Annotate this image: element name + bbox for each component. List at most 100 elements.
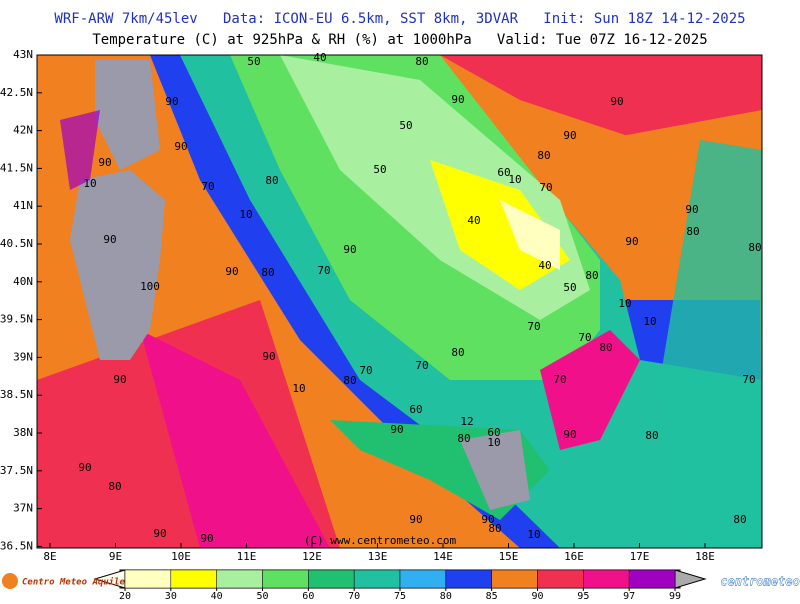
colorbar-segment: [445, 569, 492, 589]
lon-label: 9E: [109, 550, 122, 563]
contour-label: 80: [265, 174, 278, 187]
contour-label: 90: [451, 93, 464, 106]
colorbar-label: 97: [623, 591, 635, 600]
colorbar-label: 70: [348, 591, 360, 600]
lon-label: 17E: [630, 550, 650, 563]
contour-label: 80: [261, 266, 274, 279]
colorbar-segment: [216, 569, 263, 589]
contour-label: 60: [487, 426, 500, 439]
lon-label: 12E: [302, 550, 322, 563]
colorbar-segment: [262, 569, 309, 589]
contour-label: 100: [140, 280, 160, 293]
lat-label: 41.5N: [0, 161, 33, 174]
contour-label: 80: [488, 522, 501, 535]
contour-label: 80: [686, 225, 699, 238]
lon-label: 18E: [695, 550, 715, 563]
contour-label: 70: [742, 373, 755, 386]
map-frame: [36, 54, 763, 549]
contour-label: 50: [399, 119, 412, 132]
contour-label: 10: [643, 315, 656, 328]
contour-label: 80: [585, 269, 598, 282]
contour-label: 10: [239, 208, 252, 221]
contour-label: 40: [467, 214, 480, 227]
contour-label: 80: [599, 341, 612, 354]
contour-label: 90: [78, 461, 91, 474]
colorbar-segment: [170, 569, 217, 589]
contour-label: 90: [225, 265, 238, 278]
lon-label: 8E: [43, 550, 56, 563]
colorbar-segment: [399, 569, 447, 589]
lat-label: 38N: [13, 426, 33, 439]
contour-label: 90: [409, 513, 422, 526]
contour-label: 80: [343, 374, 356, 387]
contour-label: 90: [165, 95, 178, 108]
colorbar-label: 95: [577, 591, 589, 600]
contour-label: 70: [317, 264, 330, 277]
contour-label: 60: [409, 403, 422, 416]
colorbar-label: 20: [119, 591, 131, 600]
contour-label: 10: [83, 177, 96, 190]
colorbar-label: 40: [211, 591, 223, 600]
contour-label: 80: [645, 429, 658, 442]
colorbar-segment: [628, 569, 676, 589]
contour-label: 40: [538, 259, 551, 272]
colorbar-segment: [308, 569, 355, 589]
contour-label: 10: [292, 382, 305, 395]
header-line: Temperature (C) at 925hPa & RH (%) at 10…: [92, 32, 707, 48]
contour-label: 80: [748, 241, 761, 254]
lon-label: 13E: [368, 550, 388, 563]
contour-label: 80: [108, 480, 121, 493]
contour-label: 70: [415, 359, 428, 372]
contour-label: 50: [373, 163, 386, 176]
contour-label: 80: [537, 149, 550, 162]
lon-label: 14E: [433, 550, 453, 563]
colorbar-label: 50: [256, 591, 268, 600]
contour-label: 70: [578, 331, 591, 344]
contour-label: 90: [390, 423, 403, 436]
lat-label: 38.5N: [0, 388, 33, 401]
lat-label: 42.5N: [0, 86, 33, 99]
colorbar-segment: [124, 569, 172, 589]
contour-label: 90: [98, 156, 111, 169]
colorbar-segment: [537, 569, 584, 589]
contour-label: 70: [527, 320, 540, 333]
contour-label: 10: [508, 173, 521, 186]
contour-label: 90: [153, 527, 166, 540]
map-field: [37, 55, 762, 548]
contour-label: 90: [563, 428, 576, 441]
contour-label: 90: [685, 203, 698, 216]
lat-label: 37.5N: [0, 464, 33, 477]
contour-label: 90: [103, 233, 116, 246]
lat-label: 39.5N: [0, 313, 33, 326]
lat-label: 36.5N: [0, 539, 33, 552]
contour-label: 80: [457, 432, 470, 445]
header-line: WRF-ARW 7km/45lev Data: ICON-EU 6.5km, S…: [54, 11, 745, 27]
lat-label: 40.5N: [0, 237, 33, 250]
contour-label: 10: [487, 436, 500, 449]
lon-label: 10E: [171, 550, 191, 563]
contour-label: 90: [343, 243, 356, 256]
colorbar-label: 90: [531, 591, 543, 600]
lon-label: 16E: [564, 550, 584, 563]
colorbar-segment: [583, 569, 630, 589]
contour-label: 80: [733, 513, 746, 526]
contour-label: 80: [451, 346, 464, 359]
colorbar-label: 75: [394, 591, 406, 600]
logo-right: centrometeo: [720, 575, 799, 589]
lat-label: 41N: [13, 199, 33, 212]
lon-label: 11E: [237, 550, 257, 563]
lat-label: 37N: [13, 502, 33, 515]
contour-label: 90: [563, 129, 576, 142]
lat-label: 43N: [13, 48, 33, 61]
lon-label: 15E: [499, 550, 519, 563]
contour-label: 70: [553, 373, 566, 386]
contour-label: 90: [113, 373, 126, 386]
contour-label: 90: [262, 350, 275, 363]
contour-label: 70: [539, 181, 552, 194]
logo-icon: [2, 573, 18, 589]
colorbar-segment: [353, 569, 401, 589]
contour-label: 70: [359, 364, 372, 377]
contour-label: 12: [460, 415, 473, 428]
colorbar-label: 30: [165, 591, 177, 600]
